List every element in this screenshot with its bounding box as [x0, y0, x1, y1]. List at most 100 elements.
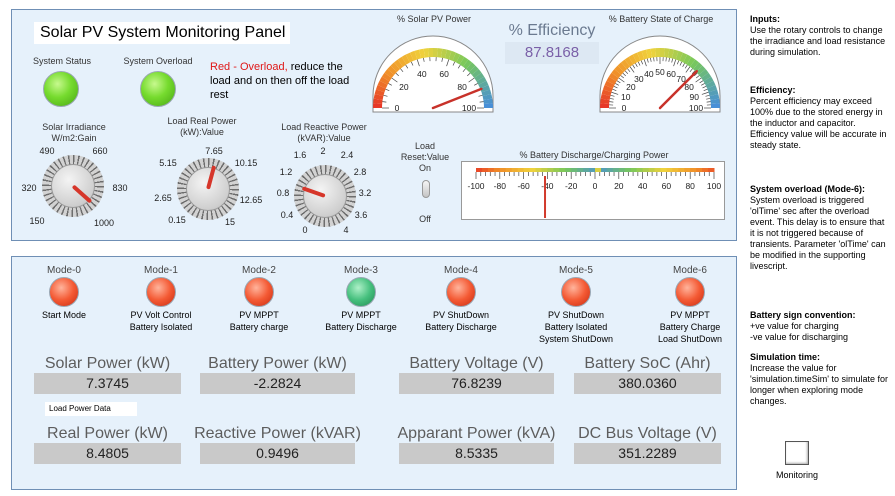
overload-heading: System overload (Mode-6):	[750, 184, 866, 194]
battery-gauge-color-segment	[667, 48, 675, 59]
knob-tick: 0	[302, 225, 308, 235]
battery-gauge-color-segment	[641, 49, 649, 60]
efficiency-title: % Efficiency	[508, 22, 596, 39]
meter-color-segment	[493, 168, 501, 172]
knob-tick: 2.8	[353, 167, 367, 177]
meter-tick-label: -60	[517, 181, 530, 191]
mode-desc-line: PV ShutDown	[547, 310, 605, 320]
battery-gauge-color-segment	[632, 52, 641, 63]
solar-gauge-color-segment	[462, 59, 472, 70]
solar-gauge-color-segment	[373, 98, 383, 104]
knob-tick: 2.65	[154, 193, 172, 203]
solar-gauge-tick	[395, 72, 399, 77]
readouts_row2-value: 8.4805	[34, 443, 181, 464]
meter-tick-label: -100	[467, 181, 484, 191]
meter-color-segment	[654, 168, 661, 172]
solar-gauge-color-segment	[390, 62, 400, 72]
monitoring-button[interactable]	[785, 441, 809, 465]
battery-gauge-tick	[635, 63, 638, 67]
meter-color-segment	[624, 168, 632, 172]
solar-gauge: 0 20 40 60 80 100	[372, 35, 494, 113]
load-reset-switch[interactable]	[422, 180, 430, 198]
mode-0-lamp	[49, 277, 79, 307]
meter-color-segment	[505, 168, 513, 172]
battery-gauge-tick	[705, 94, 710, 97]
inputs-heading: Inputs:	[750, 14, 780, 24]
solar-gauge-color-segment	[377, 80, 388, 89]
solar-gauge-color-segment	[401, 54, 410, 65]
battery-gauge-color-segment	[710, 103, 720, 108]
meter-tick-label: -40	[541, 181, 554, 191]
mode-2-lamp	[244, 277, 274, 307]
knob-tick: 7.65	[205, 146, 223, 156]
meter-color-segment	[541, 168, 548, 172]
irradiance-knob[interactable]	[42, 155, 104, 217]
solar-gauge-tick	[423, 57, 425, 62]
reactive-power-knob[interactable]	[294, 165, 356, 227]
efficiency-value: 87.8168	[505, 42, 599, 64]
battery-gauge-color-segment	[686, 56, 696, 67]
battery-gauge-tick	[622, 72, 626, 77]
readouts_row1-value: 7.3745	[34, 373, 181, 394]
battery-gauge-color-segment	[608, 72, 619, 82]
battery-gauge-tick	[673, 59, 677, 67]
meter-tick-label: 80	[685, 181, 695, 191]
battery-gauge-tick	[685, 66, 691, 73]
meter-color-segment	[696, 168, 703, 172]
battery-gauge-color-segment	[604, 80, 615, 89]
knob-tick: 660	[92, 146, 108, 156]
readouts_row2-label: Real Power (kW)	[47, 425, 168, 442]
readouts_row2-label: Apparant Power (kVA)	[397, 425, 556, 442]
battery-gauge-tick	[613, 85, 618, 89]
battery-gauge-color-segment	[709, 93, 720, 101]
solar-gauge-color-segment	[433, 48, 438, 58]
readouts_row2-label: DC Bus Voltage (V)	[578, 425, 717, 442]
meter-color-segment	[547, 168, 554, 172]
solar-gauge-color-segment	[379, 76, 390, 85]
mode-desc-line: System ShutDown	[538, 334, 614, 344]
battery-gauge-color-segment	[602, 85, 613, 93]
battery-gauge-needle	[658, 69, 699, 110]
meter-tick-label: 40	[638, 181, 648, 191]
solar-gauge-color-segment	[459, 56, 469, 67]
meter-color-segment	[595, 168, 602, 172]
mode-2-label: Mode-2	[242, 265, 276, 276]
battery-gauge-tick-label: 0	[622, 103, 627, 113]
solar-gauge-color-segment	[476, 76, 487, 85]
meter-color-segment	[666, 168, 673, 172]
battery-gauge-color-segment	[683, 54, 692, 65]
meter-color-segment	[636, 168, 644, 172]
battery-gauge-color-segment	[655, 48, 660, 58]
solar-gauge-tick-label: 60	[439, 69, 449, 79]
battery-gauge-tick	[689, 68, 693, 73]
meter-color-segment	[577, 168, 584, 172]
solar-gauge-color-segment	[483, 98, 493, 104]
meter-color-segment	[583, 168, 590, 172]
mode-0-label: Mode-0	[47, 265, 81, 276]
solar-gauge-tick	[452, 61, 456, 66]
load-reset-off-label: Off	[419, 214, 431, 224]
load-reset-label: Load Reset:Value	[400, 141, 450, 162]
meter-color-segment	[606, 168, 614, 172]
mode-3-lamp	[346, 277, 376, 307]
battery-gauge-tick	[611, 91, 619, 95]
mode-6-description: PV MPPT Battery Charge Load ShutDown	[640, 309, 740, 345]
solar-gauge-tick	[478, 94, 483, 97]
knob-tick: 3.6	[354, 210, 368, 220]
knob-tick: 0.4	[280, 210, 294, 220]
knob-tick: 1.6	[293, 150, 307, 160]
solar-gauge-color-segment	[437, 48, 443, 58]
meter-color-segment	[481, 168, 489, 172]
mode-4-description: PV ShutDown Battery Discharge	[411, 309, 511, 333]
battery-gauge-tick-label: 40	[644, 69, 654, 79]
battery-gauge-color-segment	[710, 98, 720, 104]
battery-gauge-tick	[646, 58, 649, 63]
battery-gauge-color-segment	[701, 72, 712, 82]
sign-section: Battery sign convention: +ve value for c…	[750, 310, 890, 343]
mode-1-description: PV Volt Control Battery Isolated	[111, 309, 211, 333]
real-power-knob[interactable]	[177, 158, 239, 220]
solar-gauge-color-segment	[469, 65, 479, 75]
battery-gauge-tick	[610, 94, 615, 97]
meter-color-segment	[612, 168, 620, 172]
battery-gauge-tick-label: 100	[689, 103, 703, 113]
